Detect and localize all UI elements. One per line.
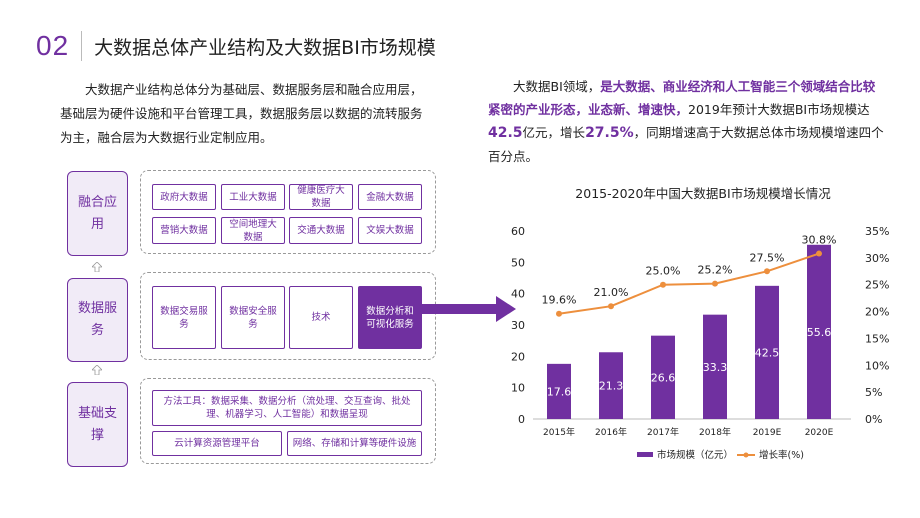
item-entertainment-bigdata: 文娱大数据 <box>358 217 422 244</box>
intro-right-highlight: 是大数据、商业经济和人工智能三个领域结合比较紧密的产业形态，业态新、增速快， <box>488 79 876 117</box>
intro-right-value-size: 42.5 <box>488 125 523 141</box>
y-left-tick-label: 50 <box>511 256 525 269</box>
growth-rate-label: 25.2% <box>698 264 733 277</box>
bar <box>547 363 571 419</box>
bar <box>807 244 831 419</box>
y-right-tick-label: 5% <box>865 386 882 399</box>
intro-right-text-1: 2019年预计大数据BI市场规模达 <box>688 102 870 117</box>
item-marketing-bigdata: 营销大数据 <box>152 217 216 244</box>
item-cloud-platform: 云计算资源管理平台 <box>152 431 282 456</box>
growth-rate-point <box>712 280 718 287</box>
bar-value-label: 17.6 <box>547 385 572 398</box>
up-arrow-icon <box>92 365 102 375</box>
bar <box>599 352 623 419</box>
legend-swatch-line-marker <box>743 452 749 458</box>
x-tick-label: 2018年 <box>699 426 731 438</box>
growth-rate-label: 27.5% <box>750 251 785 264</box>
intro-right-lead: 大数据BI领域， <box>513 79 601 94</box>
layer-frame-infrastructure <box>140 378 436 464</box>
slide-header: 02 大数据总体产业结构及大数据BI市场规模 <box>36 30 436 62</box>
x-tick-label: 2015年 <box>543 426 575 438</box>
x-tick-label: 2019E <box>753 428 782 438</box>
right-arrow-icon <box>422 296 516 322</box>
growth-rate-label: 25.0% <box>646 265 681 278</box>
item-technology: 技术 <box>289 286 353 349</box>
item-gov-bigdata: 政府大数据 <box>152 184 216 210</box>
intro-right-paragraph: 大数据BI领域，是大数据、商业经济和人工智能三个领域结合比较紧密的产业形态，业态… <box>488 75 886 168</box>
y-right-tick-label: 20% <box>865 306 889 319</box>
layer-frame-service <box>140 272 436 360</box>
layer-frame-application <box>140 170 436 254</box>
y-left-tick-label: 30 <box>511 319 525 332</box>
bar-value-label: 42.5 <box>755 346 780 359</box>
intro-left-paragraph: 大数据产业结构总体分为基础层、数据服务层和融合应用层，基础层为硬件设施和平台管理… <box>60 82 423 145</box>
growth-rate-point <box>816 250 822 257</box>
intro-right-text-2: 亿元，增长 <box>522 125 586 140</box>
growth-rate-label: 21.0% <box>594 286 629 299</box>
layer-label-application: 融合应用 <box>67 171 128 256</box>
chart-title: 2015-2020年中国大数据BI市场规模增长情况 <box>575 186 831 201</box>
growth-rate-point <box>660 281 666 288</box>
layer-label-infrastructure: 基础支撑 <box>67 382 128 467</box>
growth-rate-point <box>608 303 614 310</box>
item-traffic-bigdata: 交通大数据 <box>289 217 353 244</box>
growth-rate-point <box>556 310 562 317</box>
item-health-bigdata: 健康医疗大数据 <box>289 184 353 210</box>
y-left-tick-label: 20 <box>511 350 525 363</box>
layer-label-service: 数据服务 <box>67 278 128 362</box>
slide-title: 大数据总体产业结构及大数据BI市场规模 <box>94 36 436 59</box>
growth-rate-line <box>558 252 820 315</box>
bar-value-label: 33.3 <box>703 361 728 374</box>
item-industry-bigdata: 工业大数据 <box>221 184 285 210</box>
growth-rate-label: 19.6% <box>542 294 577 307</box>
y-left-tick-label: 10 <box>511 382 525 395</box>
item-data-security: 数据安全服务 <box>221 286 285 349</box>
y-left-tick-label: 60 <box>511 225 525 238</box>
item-data-trading: 数据交易服务 <box>152 286 216 349</box>
y-right-tick-label: 10% <box>865 359 889 372</box>
up-arrow-icon <box>92 262 102 272</box>
growth-rate-point <box>764 268 770 275</box>
y-right-tick-label: 35% <box>865 225 889 238</box>
x-tick-label: 2017年 <box>647 426 679 438</box>
legend-swatch-bar <box>637 452 653 457</box>
bar-value-label: 21.3 <box>599 380 624 393</box>
legend-label-bar: 市场规模（亿元） <box>657 449 733 461</box>
y-left-tick-label: 40 <box>511 288 525 301</box>
bar <box>755 285 779 419</box>
item-geo-bigdata: 空间地理大数据 <box>221 217 285 244</box>
header-divider <box>81 31 83 61</box>
item-analytics-visualization: 数据分析和可视化服务 <box>358 286 422 349</box>
item-method-tools: 方法工具：数据采集、数据分析（流处理、交互查询、批处理、机器学习、人工智能）和数… <box>152 390 422 426</box>
item-finance-bigdata: 金融大数据 <box>358 184 422 210</box>
item-hardware-facilities: 网络、存储和计算等硬件设施 <box>287 431 422 456</box>
y-right-tick-label: 25% <box>865 279 889 292</box>
growth-rate-label: 30.8% <box>802 234 837 247</box>
bi-market-chart: 0 10 20 30 40 50 60 0% 5% 10% 15% 20% 25% 30% 35% 17.6 2… <box>511 225 889 461</box>
x-tick-label: 2016年 <box>595 426 627 438</box>
intro-right-value-growth: 27.5% <box>585 125 634 141</box>
bar <box>651 335 675 419</box>
bar-value-label: 55.6 <box>807 326 832 339</box>
bar <box>703 314 727 419</box>
y-right-tick-label: 0% <box>865 413 882 426</box>
y-right-tick-label: 15% <box>865 332 889 345</box>
legend-label-line: 增长率(%) <box>759 449 804 461</box>
y-left-tick-label: 0 <box>518 413 525 426</box>
section-number: 02 <box>36 30 70 61</box>
x-tick-label: 2020E <box>805 428 834 438</box>
y-right-tick-label: 30% <box>865 252 889 265</box>
bar-value-label: 26.6 <box>651 371 676 384</box>
intro-right-text-3: ，同期增速高于大数据总体市场规模增速四个百分点。 <box>488 125 884 164</box>
